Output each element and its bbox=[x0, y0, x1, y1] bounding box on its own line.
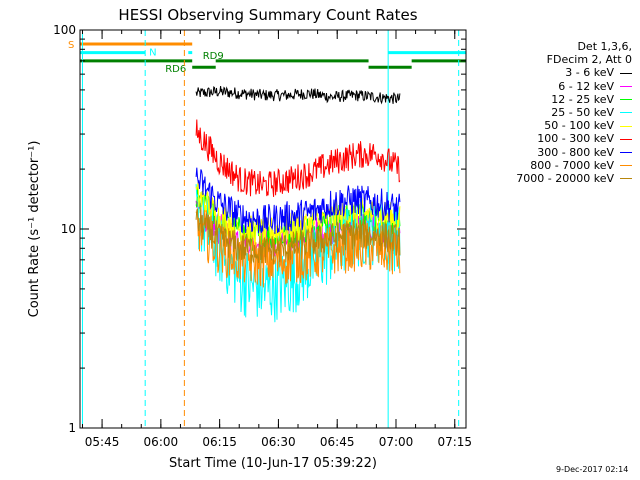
legend-item: 300 - 800 keV bbox=[492, 146, 632, 159]
legend-items: 3 - 6 keV 6 - 12 keV 12 - 25 keV 25 - 50 ke… bbox=[492, 66, 632, 185]
legend-item: 7000 - 20000 keV bbox=[492, 172, 632, 185]
legend-item: 12 - 25 keV bbox=[492, 93, 632, 106]
flag-label: RD6 bbox=[165, 64, 186, 75]
y-axis-label: Count Rate (s⁻¹ detector⁻¹) bbox=[27, 141, 42, 318]
flag-label: N bbox=[149, 48, 156, 59]
x-tick-label: 06:15 bbox=[202, 435, 237, 449]
legend-label: 800 - 7000 keV bbox=[530, 158, 614, 172]
x-tick-label: 06:45 bbox=[320, 435, 355, 449]
flag-label: RD9 bbox=[203, 51, 224, 62]
legend-item: 6 - 12 keV bbox=[492, 80, 632, 93]
legend-swatch bbox=[620, 178, 632, 180]
legend-swatch bbox=[620, 152, 632, 154]
x-tick-label: 07:15 bbox=[437, 435, 472, 449]
series-line bbox=[195, 86, 401, 105]
x-tick-label: 07:00 bbox=[379, 435, 414, 449]
x-axis-label: Start Time (10-Jun-17 05:39:22) bbox=[169, 456, 377, 471]
legend-item: 50 - 100 keV bbox=[492, 119, 632, 132]
x-tick-layer: 05:45 06:00 06:15 06:30 06:45 07:00 07:15 bbox=[81, 30, 472, 449]
y-tick-label: 10 bbox=[61, 222, 76, 236]
flag-layer: S N RD9 RD6 bbox=[68, 40, 466, 75]
legend-label: 100 - 300 keV bbox=[537, 132, 614, 146]
legend-swatch bbox=[620, 72, 632, 74]
y-tick-layer: 1 10 100 bbox=[53, 23, 466, 435]
series-line bbox=[195, 181, 401, 247]
timestamp: 9-Dec-2017 02:14 bbox=[556, 465, 629, 474]
legend-label: 3 - 6 keV bbox=[565, 66, 614, 80]
plot-frame bbox=[79, 29, 467, 429]
legend-swatch bbox=[620, 112, 632, 114]
legend-label: 300 - 800 keV bbox=[537, 145, 614, 159]
series-layer bbox=[195, 86, 401, 323]
legend-item: 100 - 300 keV bbox=[492, 132, 632, 145]
legend-swatch bbox=[620, 165, 632, 167]
legend-header-2: FDecim 2, Att 0 bbox=[546, 53, 632, 67]
series-line bbox=[195, 206, 401, 288]
series-line bbox=[195, 208, 401, 265]
legend-label: 12 - 25 keV bbox=[551, 92, 614, 106]
series-line bbox=[195, 119, 401, 197]
legend-item: 3 - 6 keV bbox=[492, 66, 632, 79]
legend-label: 7000 - 20000 keV bbox=[516, 171, 614, 185]
legend-swatch bbox=[620, 138, 632, 140]
flag-label: S bbox=[68, 40, 74, 51]
legend-label: 25 - 50 keV bbox=[551, 105, 614, 119]
y-tick-label: 1 bbox=[68, 421, 76, 435]
x-tick-label: 05:45 bbox=[85, 435, 120, 449]
x-tick-label: 06:30 bbox=[261, 435, 296, 449]
legend-item: 800 - 7000 keV bbox=[492, 159, 632, 172]
legend-label: 50 - 100 keV bbox=[544, 119, 614, 133]
x-tick-label: 06:00 bbox=[144, 435, 179, 449]
legend-swatch bbox=[620, 86, 632, 88]
y-tick-label: 100 bbox=[53, 23, 76, 37]
vline-layer bbox=[81, 30, 460, 428]
legend-item: 25 - 50 keV bbox=[492, 106, 632, 119]
legend-header-1: Det 1,3,6, bbox=[577, 40, 632, 53]
chart-title: HESSI Observing Summary Count Rates bbox=[118, 6, 417, 24]
legend-label: 6 - 12 keV bbox=[558, 79, 614, 93]
legend-swatch bbox=[620, 125, 632, 127]
series-line bbox=[195, 167, 401, 235]
legend-swatch bbox=[620, 99, 632, 101]
legend: Det 1,3,6, FDecim 2, Att 0 3 - 6 keV 6 - … bbox=[492, 40, 632, 185]
